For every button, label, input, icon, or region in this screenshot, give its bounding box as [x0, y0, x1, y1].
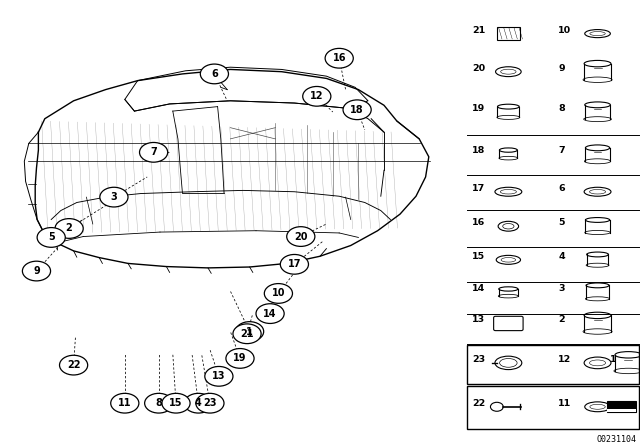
- Circle shape: [325, 48, 353, 68]
- Circle shape: [287, 227, 315, 246]
- Circle shape: [184, 393, 212, 413]
- Text: 3: 3: [111, 192, 117, 202]
- Text: 1: 1: [609, 355, 616, 364]
- Text: 9: 9: [33, 266, 40, 276]
- Text: 15: 15: [472, 252, 486, 261]
- Text: 23: 23: [472, 355, 486, 364]
- Text: 4: 4: [558, 252, 564, 261]
- Text: 14: 14: [263, 309, 277, 319]
- Circle shape: [343, 100, 371, 120]
- Circle shape: [280, 254, 308, 274]
- Circle shape: [55, 219, 83, 238]
- Circle shape: [37, 228, 65, 247]
- Text: 14: 14: [472, 284, 486, 293]
- Text: 18: 18: [350, 105, 364, 115]
- Bar: [497, 27, 520, 40]
- Text: 1: 1: [246, 327, 253, 336]
- Text: 5: 5: [558, 218, 564, 227]
- Circle shape: [264, 284, 292, 303]
- Text: 21: 21: [240, 329, 254, 339]
- Text: 22: 22: [472, 399, 486, 408]
- Text: 2: 2: [66, 224, 72, 233]
- Text: 9: 9: [558, 64, 564, 73]
- Text: 13: 13: [212, 371, 226, 381]
- Circle shape: [233, 324, 261, 344]
- Text: 6: 6: [211, 69, 218, 79]
- Text: 23: 23: [203, 398, 217, 408]
- Circle shape: [100, 187, 128, 207]
- Text: 8: 8: [156, 398, 162, 408]
- Circle shape: [145, 393, 173, 413]
- Text: 22: 22: [67, 360, 81, 370]
- Text: 20: 20: [294, 232, 308, 241]
- Text: 5: 5: [48, 233, 54, 242]
- Circle shape: [60, 355, 88, 375]
- Circle shape: [303, 86, 331, 106]
- Circle shape: [111, 393, 139, 413]
- Text: 8: 8: [558, 104, 565, 113]
- Text: 11: 11: [558, 399, 572, 408]
- Circle shape: [205, 366, 233, 386]
- Text: 19: 19: [233, 353, 247, 363]
- Text: 13: 13: [472, 315, 486, 324]
- Text: 6: 6: [558, 184, 564, 193]
- Text: 12: 12: [558, 355, 572, 364]
- Circle shape: [256, 304, 284, 323]
- Text: 18: 18: [472, 146, 486, 155]
- Bar: [607, 401, 636, 412]
- Circle shape: [236, 322, 264, 341]
- Circle shape: [162, 393, 190, 413]
- Text: 17: 17: [472, 184, 486, 193]
- Text: 16: 16: [332, 53, 346, 63]
- Bar: [467, 386, 639, 429]
- Circle shape: [200, 64, 228, 84]
- Text: O0231104: O0231104: [596, 435, 637, 444]
- Circle shape: [140, 142, 168, 162]
- Text: 12: 12: [310, 91, 324, 101]
- Text: 2: 2: [558, 315, 564, 324]
- Text: 17: 17: [287, 259, 301, 269]
- Text: 3: 3: [558, 284, 564, 293]
- Bar: [467, 345, 639, 384]
- Text: 4: 4: [195, 398, 202, 408]
- Text: 16: 16: [472, 218, 486, 227]
- Text: 10: 10: [558, 26, 572, 34]
- Circle shape: [226, 349, 254, 368]
- Circle shape: [22, 261, 51, 281]
- Text: 20: 20: [472, 64, 486, 73]
- Text: 7: 7: [558, 146, 564, 155]
- Text: 10: 10: [271, 289, 285, 298]
- Text: 21: 21: [472, 26, 486, 34]
- Text: 11: 11: [118, 398, 132, 408]
- Bar: [607, 409, 636, 412]
- Text: 19: 19: [472, 104, 486, 113]
- Circle shape: [196, 393, 224, 413]
- Text: 15: 15: [169, 398, 183, 408]
- Text: 7: 7: [150, 147, 157, 157]
